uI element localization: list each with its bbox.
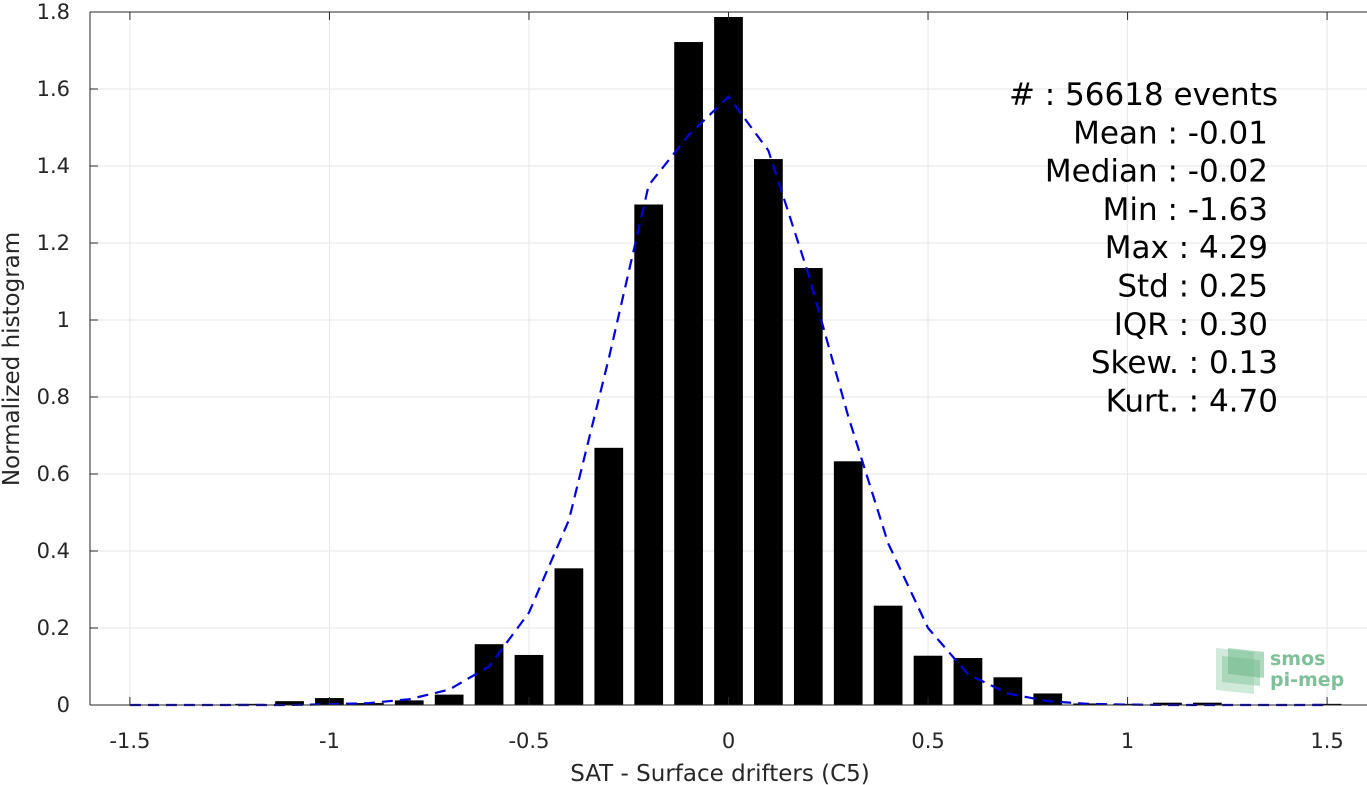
- y-tick-label: 0.6: [37, 462, 70, 486]
- stat-line: Std : 0.25: [1117, 269, 1268, 305]
- y-tick-label: 0.4: [37, 539, 70, 563]
- y-tick-label: 1: [57, 308, 70, 332]
- stat-line: Skew. : 0.13: [1091, 345, 1278, 381]
- y-axis-label: Normalized histogram: [0, 232, 25, 486]
- x-tick-label: -0.5: [508, 729, 549, 753]
- histogram-bars: [235, 17, 1342, 706]
- tick-labels: -1.5 -1 -0.5 0 0.5 1 1.5 0 0.2 0.4 0.6 0.8 1 1.2 1.4 1.…: [37, 0, 1344, 753]
- histogram-bar: [554, 568, 584, 705]
- histogram-bar: [275, 701, 304, 705]
- histogram-bar: [714, 17, 743, 705]
- stat-line: Max : 4.29: [1105, 230, 1268, 266]
- histogram-bar: [434, 694, 464, 705]
- histogram-bar: [1193, 702, 1222, 705]
- histogram-bar: [634, 204, 664, 705]
- stat-line: Kurt. : 4.70: [1106, 383, 1278, 419]
- y-tick-label: 1.4: [37, 154, 70, 178]
- histogram-bar: [793, 268, 823, 705]
- y-tick-label: 0: [57, 693, 70, 717]
- axes: [89, 11, 1367, 706]
- smos-pi-mep-logo: smos pi-mep: [1216, 648, 1344, 694]
- histogram-bar: [1153, 702, 1182, 705]
- x-tick-label: 1: [1121, 729, 1134, 753]
- stat-line: Min : -1.63: [1103, 192, 1268, 228]
- x-tick-label: 0.5: [911, 729, 944, 753]
- histogram-bar: [873, 605, 903, 705]
- stat-line: IQR : 0.30: [1114, 307, 1268, 343]
- y-tick-label: 0.2: [37, 616, 70, 640]
- y-tick-label: 1.6: [37, 77, 70, 101]
- x-axis-label: SAT - Surface drifters (C5): [570, 761, 870, 785]
- logo-text-line1: smos: [1270, 648, 1325, 670]
- histogram-bar: [394, 700, 424, 705]
- histogram-bar: [514, 654, 544, 705]
- histogram-bar: [953, 658, 983, 705]
- stat-line: # : 56618 events: [1009, 77, 1278, 113]
- x-tick-label: -1: [319, 729, 340, 753]
- y-tick-label: 0.8: [37, 385, 70, 409]
- x-tick-label: -1.5: [109, 729, 150, 753]
- x-tick-label: 0: [722, 729, 735, 753]
- histogram-bar: [993, 677, 1023, 705]
- histogram-bar: [833, 461, 863, 705]
- histogram-bar: [594, 447, 624, 705]
- logo-text-line2: pi-mep: [1270, 669, 1344, 691]
- logo-mark-icon: [1216, 648, 1264, 694]
- histogram-bar: [913, 655, 943, 705]
- stat-line: Median : -0.02: [1045, 154, 1268, 190]
- histogram-bar: [235, 703, 264, 705]
- histogram-bar: [674, 42, 703, 705]
- stat-line: Mean : -0.01: [1073, 115, 1268, 151]
- histogram-bar: [1033, 693, 1063, 705]
- histogram-bar: [754, 159, 783, 705]
- y-tick-label: 1.8: [37, 0, 70, 24]
- y-tick-label: 1.2: [37, 231, 70, 255]
- x-tick-label: 1.5: [1310, 729, 1343, 753]
